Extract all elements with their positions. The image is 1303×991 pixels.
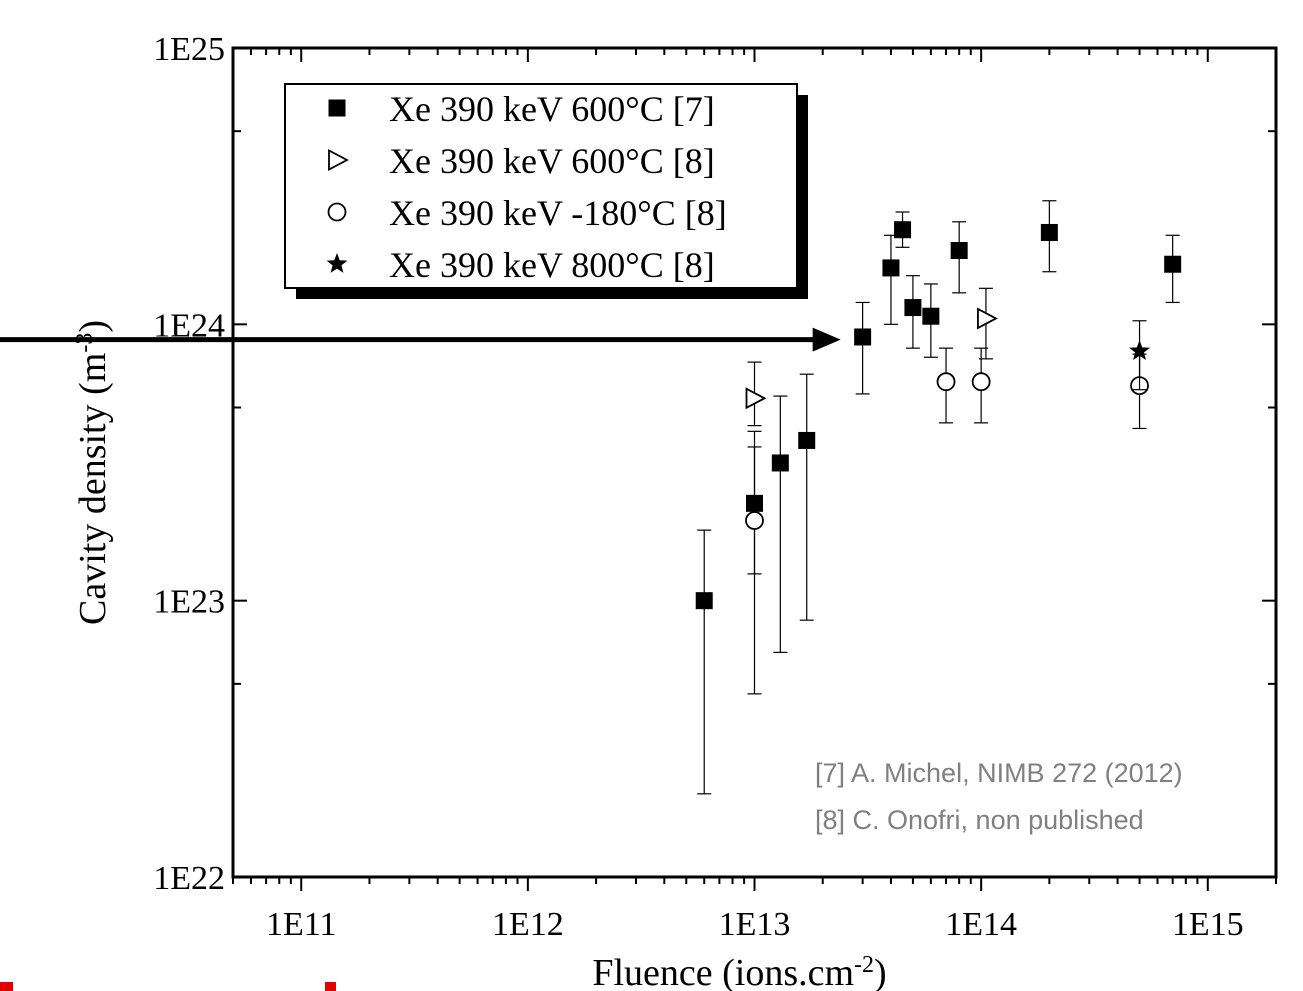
triangle-marker (977, 307, 998, 330)
y-tick-label: 1E25 (153, 31, 225, 68)
series-layer (695, 200, 1182, 795)
x-tick-label: 1E15 (1172, 906, 1244, 943)
circle-marker (971, 372, 991, 392)
legend-label: Xe 390 keV -180°C [8] (389, 193, 727, 233)
square-marker (695, 592, 713, 610)
y-axis-label: Cavity density (m-3) (72, 320, 114, 625)
arrow-head (812, 327, 841, 352)
series-2 (745, 287, 998, 427)
circle-marker (936, 372, 956, 392)
reference-7: [7] A. Michel, NIMB 272 (2012) (815, 758, 1183, 788)
y-tick-label: 1E24 (153, 307, 225, 344)
y-tick-label: 1E22 (153, 860, 225, 897)
triangle-marker (328, 149, 349, 171)
x-tick-label: 1E13 (719, 906, 791, 943)
star-marker (1129, 340, 1151, 361)
legend: Xe 390 keV 600°C [7] Xe 390 keV 600°C [8]… (284, 83, 808, 299)
legend-box (284, 83, 798, 289)
triangle-marker (745, 387, 767, 410)
x-axis-label: Fluence (ions.cm-2) (592, 952, 886, 991)
y-tick-label: 1E23 (153, 584, 225, 621)
square-marker (328, 99, 346, 117)
circle-marker (745, 511, 764, 530)
circle-marker (327, 202, 347, 222)
reference-8: [8] C. Onofri, non published (815, 805, 1144, 835)
x-tick-label: 1E14 (945, 906, 1017, 943)
x-tick-label: 1E11 (266, 906, 337, 943)
x-tick-label: 1E12 (492, 906, 564, 943)
legend-label: Xe 390 keV 800°C [8] (389, 245, 715, 285)
square-marker (771, 454, 789, 472)
legend-label: Xe 390 keV 600°C [7] (389, 89, 715, 129)
square-marker (854, 328, 872, 346)
red-fragment-mark (325, 982, 336, 991)
annotation-arrow-layer (0, 327, 841, 352)
legend-items: Xe 390 keV 600°C [7] Xe 390 keV 600°C [8]… (326, 89, 727, 285)
square-marker (894, 221, 912, 239)
square-marker (922, 307, 940, 325)
star-marker (326, 253, 348, 273)
red-text-fragment (0, 982, 336, 991)
tick-layer: 1E11 1E12 1E13 1E14 1E15 1E22 1E23 1E24 1E25 (153, 31, 1277, 943)
square-marker (1040, 223, 1058, 241)
square-marker (882, 259, 900, 277)
red-fragment-mark (0, 982, 13, 991)
square-marker (1164, 255, 1182, 273)
legend-label: Xe 390 keV 600°C [8] (389, 141, 715, 181)
series-1 (695, 200, 1182, 795)
series-4 (1129, 320, 1151, 391)
square-marker (904, 299, 922, 317)
square-marker (950, 242, 968, 260)
square-marker (798, 431, 816, 449)
